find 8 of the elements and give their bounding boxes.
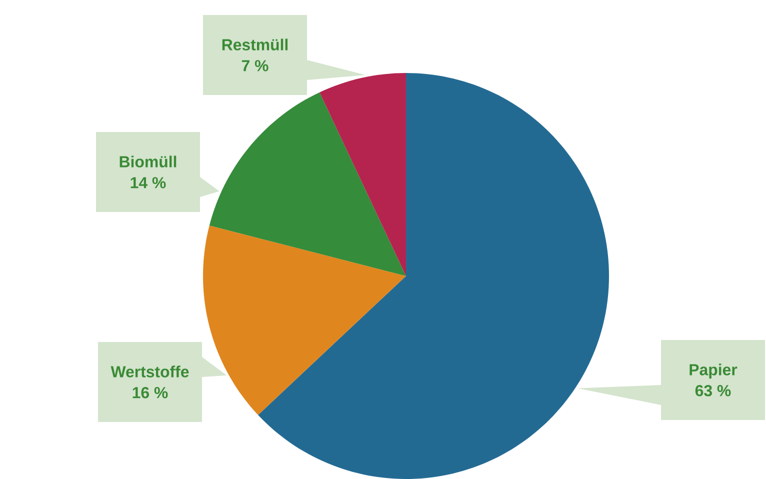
data-label: 63 % (695, 385, 731, 396)
slice-label: Biomüll (120, 156, 176, 168)
slice-label: Restmüll (222, 38, 288, 50)
slice-label: Wertstoffe (110, 366, 189, 378)
data-label: 7 % (242, 60, 268, 72)
slice-label: Papier (690, 364, 738, 379)
data-label: 14 % (130, 177, 166, 188)
data-label: 16 % (132, 387, 168, 398)
